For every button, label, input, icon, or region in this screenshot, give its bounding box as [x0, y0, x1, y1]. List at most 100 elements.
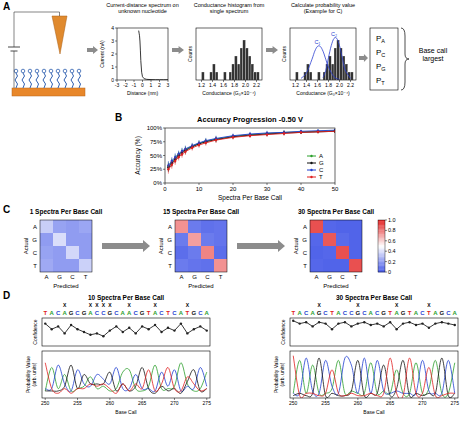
- y-tick-label: T: [303, 263, 307, 269]
- x-tick-label: 2.2: [347, 82, 354, 88]
- base-letter: A: [127, 310, 132, 316]
- colorbar-label: 0.6: [388, 238, 396, 244]
- x-tick-label: 3: [167, 82, 170, 88]
- base-sequence: TACAGCTACCGCACGTAGTACTAGCA: [291, 310, 457, 316]
- point: [57, 325, 59, 327]
- heat-cell: [53, 246, 66, 259]
- x-tick-label: 40: [298, 186, 305, 192]
- hist-bar: [237, 64, 240, 80]
- base-letter: G: [82, 310, 87, 316]
- x-axis-title: Predicted: [188, 283, 213, 289]
- y-tick-label: 3: [111, 38, 114, 44]
- x-axis-title: Base Call: [363, 409, 384, 415]
- point: [324, 322, 326, 324]
- probability-label: PG: [376, 62, 386, 72]
- error-bar: [284, 130, 285, 134]
- legend-swatch: [307, 163, 316, 164]
- legend-label: A: [319, 153, 323, 159]
- base-letter: A: [179, 310, 184, 316]
- panel-letter: B: [115, 112, 122, 123]
- series-line: [168, 131, 335, 167]
- colorbar-tick: [385, 240, 387, 241]
- molecule: [29, 73, 32, 88]
- hist-bar: [243, 40, 246, 80]
- molecule-ring: [77, 69, 81, 73]
- base-letter: C: [343, 310, 348, 316]
- base-letter: G: [69, 310, 74, 316]
- text-line: Confidence: [280, 319, 286, 345]
- hist-bar: [337, 40, 340, 80]
- hist-bar: [210, 72, 213, 80]
- error-bar: [301, 130, 302, 133]
- x-tick-label: G: [57, 274, 62, 280]
- y-tick-label: 100%: [147, 125, 163, 131]
- molecule-ring: [49, 69, 53, 73]
- base-letter: A: [394, 310, 399, 316]
- hist-bar: [240, 48, 243, 80]
- point: [376, 322, 378, 324]
- mismatch-marker: X: [95, 302, 99, 308]
- point: [311, 325, 313, 327]
- heat-cell: [188, 233, 201, 246]
- y-axis-title: Actual: [23, 238, 29, 255]
- heat-cell: [188, 246, 201, 259]
- x-axis-title: Base Call: [115, 409, 136, 415]
- point: [83, 331, 85, 333]
- point: [173, 329, 175, 331]
- x-tick-label: A: [44, 274, 48, 280]
- base-letter: A: [153, 310, 158, 316]
- point: [50, 328, 52, 330]
- point: [408, 321, 410, 323]
- base-letter: C: [101, 310, 106, 316]
- error-bar: [216, 136, 217, 142]
- point: [205, 142, 207, 144]
- chart-title: 30 Spectra Per Base Call: [298, 208, 374, 216]
- y-tick-label: 0%: [153, 180, 162, 186]
- heat-cell: [53, 259, 66, 272]
- heat-cell: [349, 233, 362, 246]
- x-tick-label: T: [84, 274, 88, 280]
- x-tick-label: 30: [264, 186, 271, 192]
- heat-cell: [310, 259, 323, 272]
- plot-frame: [175, 220, 227, 272]
- heat-cell: [336, 233, 349, 246]
- point: [434, 322, 436, 324]
- y-tick-label: G: [302, 237, 307, 243]
- error-bar: [267, 132, 268, 136]
- x-tick-label: 20: [230, 186, 237, 192]
- chart-title: Conductance histogram fromsingle spectru…: [194, 2, 265, 14]
- base-letter: G: [356, 310, 361, 316]
- error-bar: [192, 145, 193, 151]
- series-line: [293, 321, 455, 329]
- chart-title: Current-distance spectrum onunknown nucl…: [106, 2, 178, 14]
- plot-area: [293, 356, 455, 398]
- x-tick-label: C: [70, 274, 75, 280]
- point: [115, 325, 117, 327]
- y-axis-title: Current (nA): [99, 40, 105, 68]
- point: [215, 139, 217, 141]
- x-tick-label: -2: [123, 82, 128, 88]
- point: [317, 131, 319, 133]
- point: [171, 164, 173, 166]
- text-line: (arb. units): [279, 362, 285, 386]
- y-tick-label: C: [33, 250, 38, 256]
- x-tick-label: 0: [141, 82, 144, 88]
- plot-frame: [40, 220, 92, 272]
- point: [191, 147, 193, 149]
- heat-cell: [188, 220, 201, 233]
- series-line: [293, 356, 455, 398]
- colorbar-tick: [385, 261, 387, 262]
- y-tick: [115, 28, 117, 29]
- x-tick-label: 1.2: [292, 82, 299, 88]
- heat-cell: [214, 246, 227, 259]
- y-tick: [163, 141, 165, 142]
- probability-base: A: [381, 38, 385, 44]
- heat-cell: [40, 246, 53, 259]
- plot-frame: [117, 28, 168, 80]
- heat-cell: [79, 246, 92, 259]
- error-bar: [216, 137, 217, 143]
- point: [350, 325, 352, 327]
- molecule-ring: [21, 69, 25, 73]
- base-letter: A: [369, 310, 374, 316]
- error-bar: [192, 144, 193, 150]
